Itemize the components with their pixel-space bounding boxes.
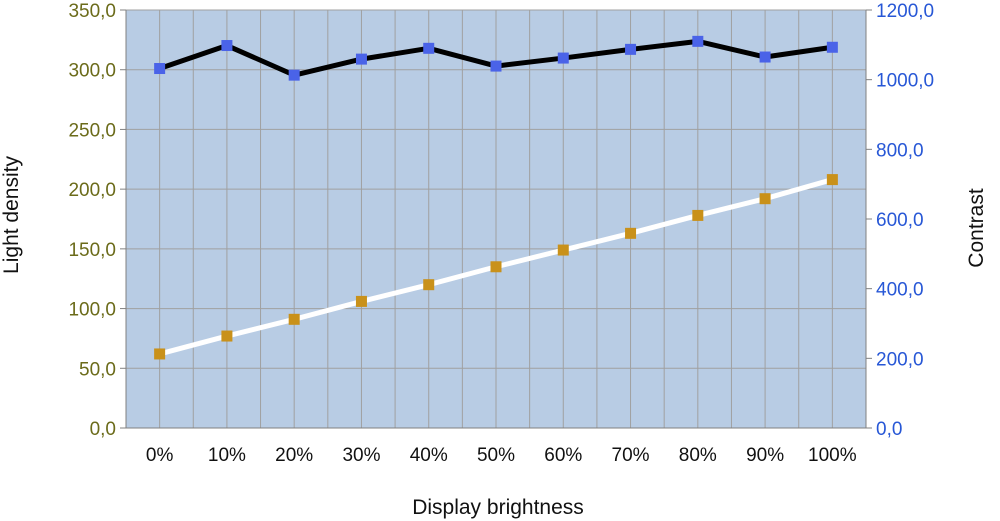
y-tick-label-left: 300,0 [68,61,116,82]
x-tick-label: 10% [208,445,246,466]
data-point-light-density [826,174,838,186]
series-group [154,35,838,360]
data-point-light-density [557,244,569,256]
y-axis-label-right: Contrast [965,188,988,268]
y-tick-label-left: 150,0 [68,240,116,261]
data-point-light-density [625,227,637,239]
data-point-contrast [557,52,569,64]
x-tick-label: 90% [746,445,784,466]
y-tick-label-right: 1200,0 [876,1,934,22]
x-tick-label: 60% [544,445,582,466]
data-point-contrast [826,41,838,53]
y-tick-label-left: 200,0 [68,180,116,201]
data-point-contrast [423,42,435,54]
data-point-contrast [154,63,166,75]
data-point-contrast [625,43,637,55]
y-tick-label-right: 1000,0 [876,71,934,92]
y-tick-label-right: 0,0 [876,419,902,440]
x-tick-label: 80% [679,445,717,466]
x-tick-label: 100% [808,445,857,466]
data-point-light-density [490,261,502,273]
axes [120,9,872,429]
x-tick-label: 20% [275,445,313,466]
y-tick-label-left: 350,0 [68,1,116,22]
grid-lines [125,9,867,429]
data-point-light-density [692,209,704,221]
y-tick-label-right: 200,0 [876,349,924,370]
data-point-contrast [355,53,367,65]
y-tick-label-right: 800,0 [876,140,924,161]
y-tick-label-right: 400,0 [876,280,924,301]
data-point-light-density [355,295,367,307]
data-point-light-density [288,313,300,325]
data-point-light-density [221,330,233,342]
y-axis-label-left: Light density [0,156,23,274]
y-tick-label-left: 250,0 [68,120,116,141]
y-tick-label-left: 0,0 [90,419,116,440]
tick-labels: 0,0 50,0 100,0 150,0 200,0 250,0 300,0 350,0 0,0… [68,1,934,466]
y-tick-label-left: 50,0 [79,359,116,380]
data-point-contrast [692,35,704,47]
x-tick-label: 70% [612,445,650,466]
data-point-light-density [154,348,166,360]
data-point-light-density [759,193,771,205]
x-tick-label: 0% [146,445,174,466]
data-point-contrast [759,51,771,63]
x-tick-label: 30% [342,445,380,466]
data-point-light-density [423,279,435,291]
y-tick-label-left: 100,0 [68,300,116,321]
x-tick-label: 40% [410,445,448,466]
data-point-contrast [288,69,300,81]
x-axis-label: Display brightness [412,496,584,519]
y-tick-label-right: 600,0 [876,210,924,231]
data-point-contrast [490,60,502,72]
data-point-contrast [221,40,233,52]
x-tick-label: 50% [477,445,515,466]
